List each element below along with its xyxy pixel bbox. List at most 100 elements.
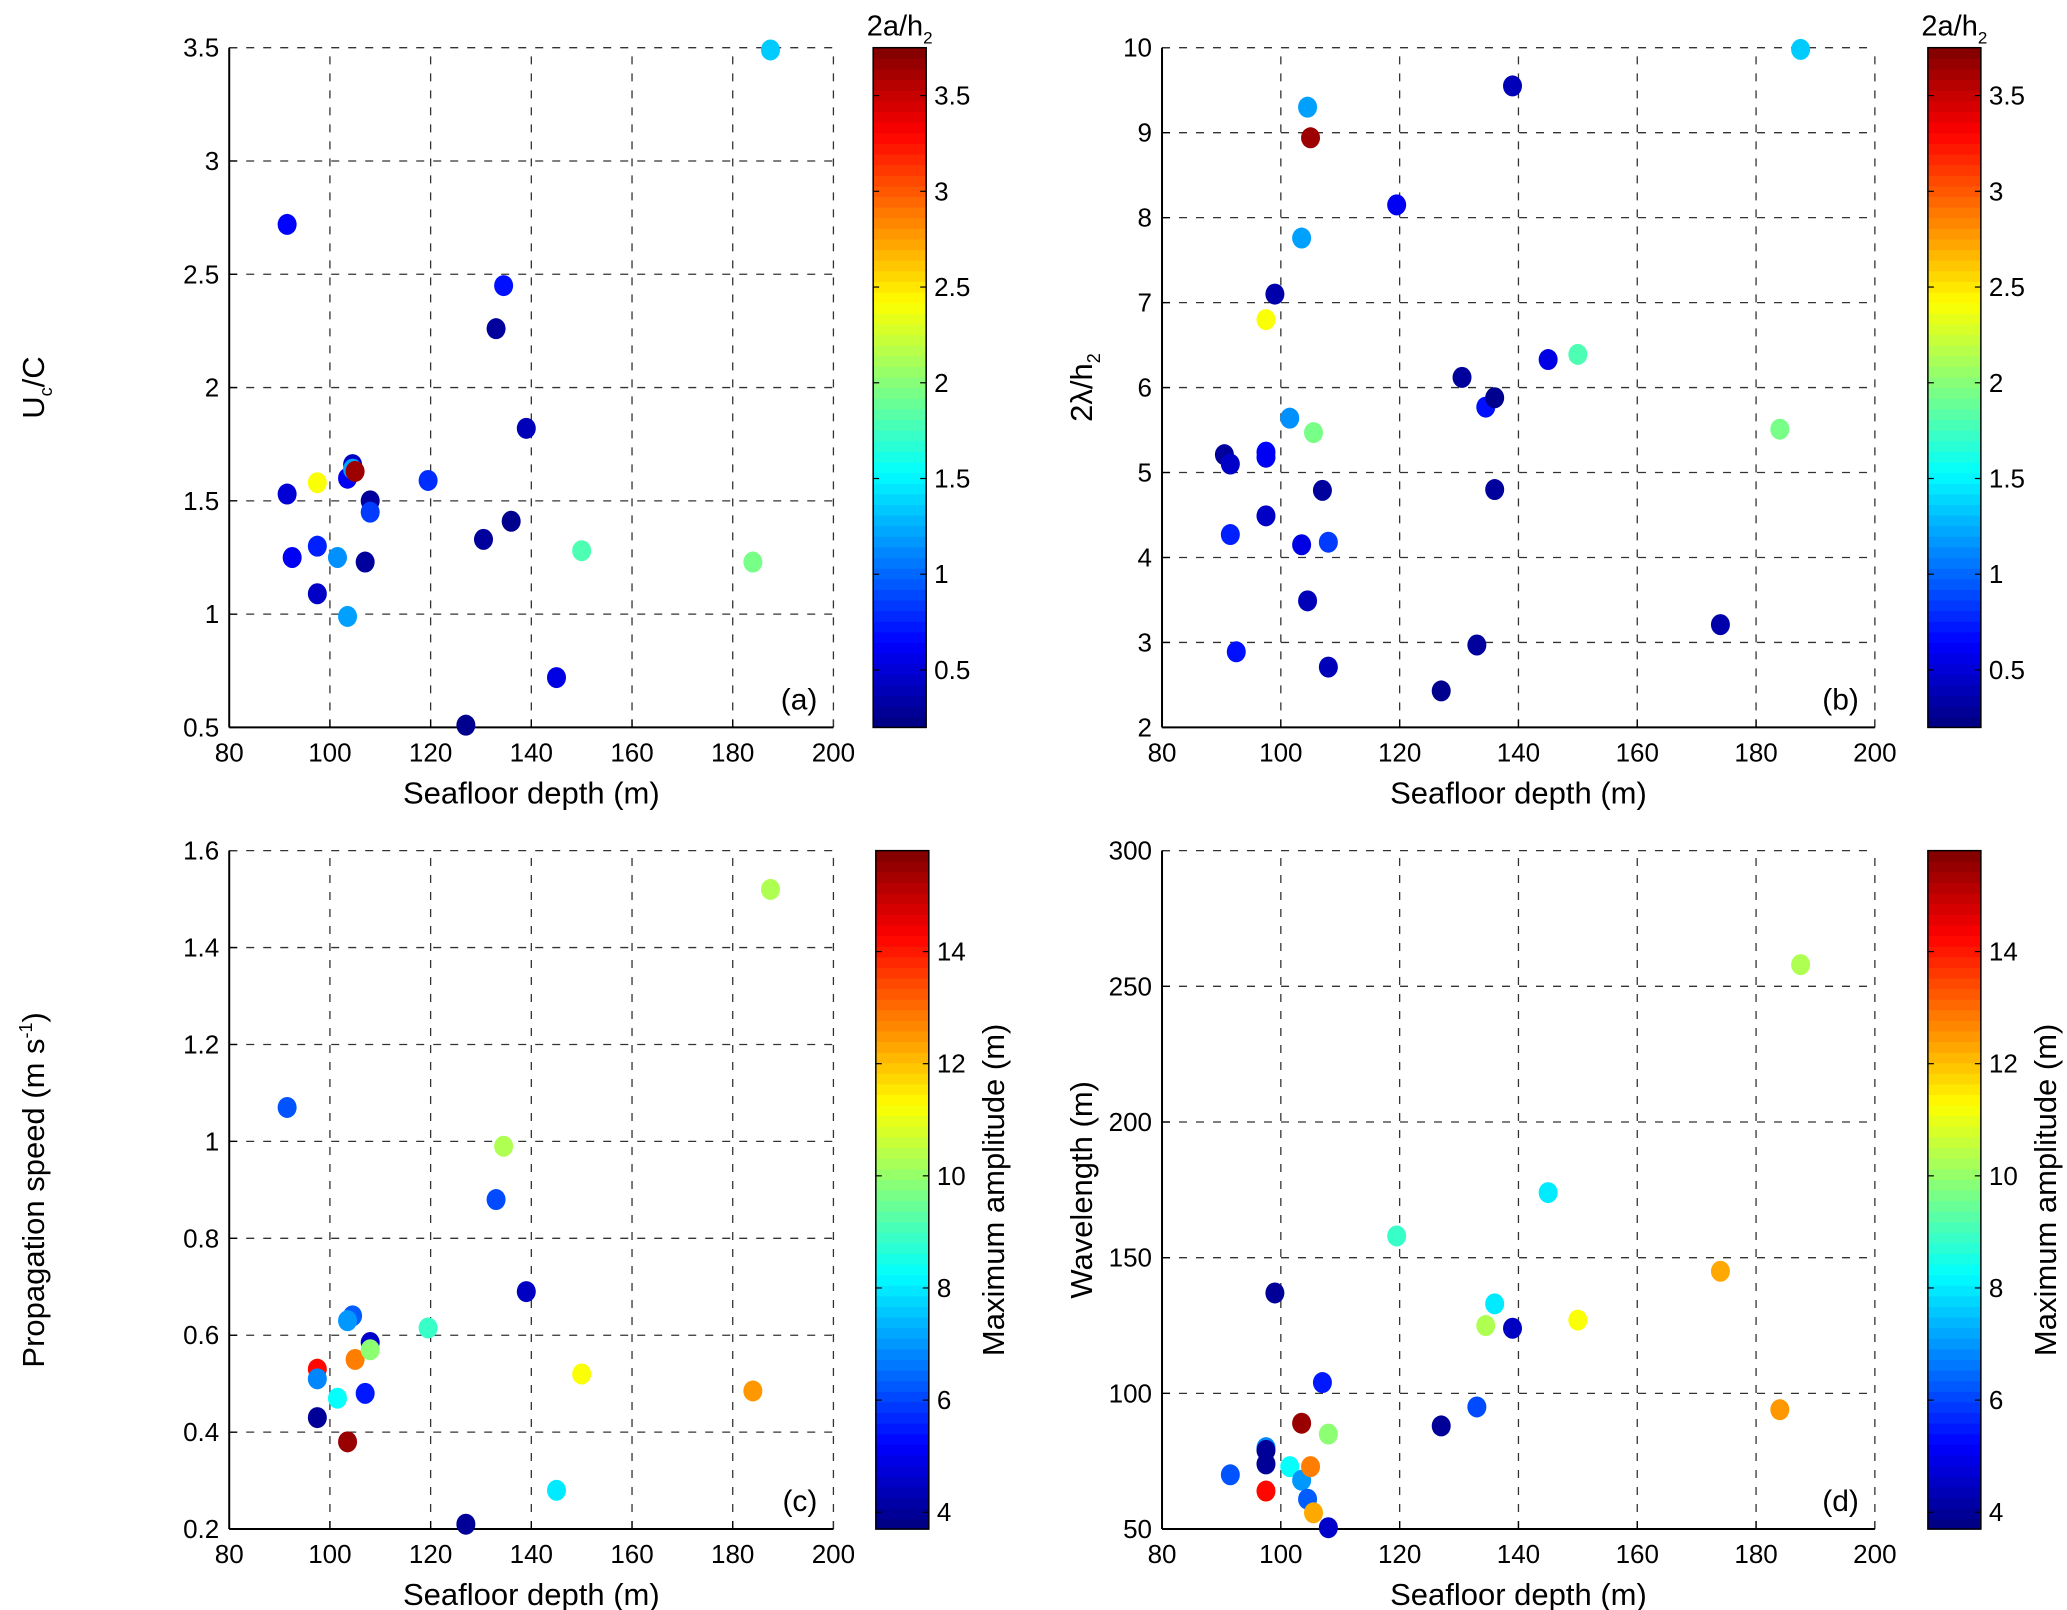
colorbar-tick-label: 2.5 xyxy=(1989,272,2025,302)
data-point xyxy=(1387,194,1407,216)
y-tick-label: 3.5 xyxy=(183,33,219,63)
colorbar-segment xyxy=(1927,1497,1981,1509)
data-point xyxy=(418,469,438,491)
x-tick-label: 100 xyxy=(308,737,351,767)
panel-d: 80 100 120 140 160 180 200 50 100 150 200 250 300 Sea… xyxy=(1064,836,2063,1610)
colorbar-segment xyxy=(1927,175,1981,187)
data-point xyxy=(307,1368,327,1390)
colorbar-segment xyxy=(1927,1317,1981,1329)
colorbar-segment xyxy=(1927,1285,1981,1297)
colorbar-segment xyxy=(1927,1094,1981,1106)
colorbar-segment xyxy=(875,1009,929,1021)
data-point xyxy=(418,1317,438,1339)
colorbar-segment xyxy=(1927,451,1981,463)
colorbar-segment xyxy=(1927,355,1981,367)
colorbar-segment xyxy=(1927,1242,1981,1255)
data-point xyxy=(1292,1412,1312,1434)
data-point xyxy=(456,1513,476,1535)
y-tick-label: 1.5 xyxy=(183,486,219,516)
colorbar-segment xyxy=(1927,568,1981,580)
x-tick-label: 140 xyxy=(510,737,553,767)
colorbar-segment xyxy=(1927,977,1981,990)
y-tick-label: 4 xyxy=(1138,542,1152,572)
colorbar-tick-label: 8 xyxy=(1989,1273,2003,1303)
colorbar-segment xyxy=(1927,1412,1981,1424)
colorbar-title: 2a/h2 xyxy=(1921,11,1987,48)
data-point xyxy=(1770,418,1790,440)
scatter-points xyxy=(277,878,780,1535)
colorbar-segment xyxy=(1927,861,1981,873)
colorbar: 4 6 8 10 12 14 Maximum amplitude (m) xyxy=(875,849,1011,1530)
colorbar-segment xyxy=(873,90,927,102)
colorbar-segment xyxy=(875,1105,929,1117)
data-point xyxy=(1476,1315,1496,1337)
colorbar: 0.5 1 1.5 2 2.5 3 3.5 2a/h2 xyxy=(1921,11,2025,729)
colorbar-segment xyxy=(875,1126,929,1138)
colorbar-segment xyxy=(873,653,927,665)
x-tick-label: 100 xyxy=(1259,737,1302,767)
colorbar-segment xyxy=(1927,122,1981,134)
colorbar-segment xyxy=(1927,1401,1981,1414)
data-point xyxy=(1312,479,1332,501)
y-tick-label: 9 xyxy=(1138,118,1152,148)
colorbar-tick-label: 2 xyxy=(1989,368,2003,398)
colorbar-segment xyxy=(875,1465,929,1477)
data-point xyxy=(572,540,592,562)
panel-label: (c) xyxy=(782,1485,817,1518)
colorbar-segment xyxy=(1927,621,1981,633)
colorbar-segment xyxy=(1927,1179,1981,1191)
colorbar-segment xyxy=(1927,398,1981,410)
y-tick-label: 50 xyxy=(1123,1514,1152,1544)
colorbar-segment xyxy=(1927,291,1981,304)
y-tick-label: 100 xyxy=(1109,1378,1152,1408)
data-point xyxy=(1256,1480,1276,1502)
colorbar-frame xyxy=(1927,46,1982,729)
colorbar-segment xyxy=(873,185,927,197)
colorbar-segment xyxy=(875,1242,929,1255)
colorbar-segment xyxy=(1927,1211,1981,1223)
x-tick-label: 180 xyxy=(1734,1539,1777,1569)
colorbar-segment xyxy=(1927,1253,1981,1265)
colorbar-segment xyxy=(1927,1052,1981,1064)
colorbar-segment xyxy=(1927,111,1981,123)
x-tick-label: 180 xyxy=(711,1539,754,1569)
colorbar-segment xyxy=(875,1317,929,1329)
colorbar-segment xyxy=(875,1444,929,1456)
colorbar-segment xyxy=(875,1423,929,1435)
data-point xyxy=(760,878,780,900)
colorbar-segment xyxy=(1927,1338,1981,1350)
colorbar-segment xyxy=(875,1359,929,1371)
data-point xyxy=(1301,127,1321,149)
colorbar-segment xyxy=(875,1401,929,1414)
colorbar-segment xyxy=(875,1168,929,1180)
colorbar-segment xyxy=(1927,472,1981,484)
colorbar-segment xyxy=(873,483,927,495)
colorbar-segment xyxy=(1927,589,1981,601)
colorbar-segment xyxy=(875,1147,929,1159)
colorbar-segment xyxy=(875,977,929,990)
colorbar-segment xyxy=(1927,653,1981,665)
colorbar-title: Maximum amplitude (m) xyxy=(976,1024,1011,1356)
colorbar-segment xyxy=(1927,153,1981,166)
data-point xyxy=(277,1096,297,1118)
y-tick-label: 2 xyxy=(1138,712,1152,742)
colorbar-segment xyxy=(873,568,927,580)
colorbar-segment xyxy=(1927,642,1981,654)
colorbar-tick-label: 1.5 xyxy=(934,464,970,494)
colorbar-segment xyxy=(875,935,929,947)
colorbar-segment xyxy=(1927,376,1981,389)
colorbar-segment xyxy=(875,988,929,1000)
x-tick-label: 80 xyxy=(1148,737,1177,767)
colorbar-segment xyxy=(1927,1359,1981,1371)
colorbar-segment xyxy=(1927,408,1981,421)
data-point xyxy=(1485,479,1505,501)
y-tick-label: 10 xyxy=(1123,33,1152,63)
colorbar-segment xyxy=(1927,1486,1981,1498)
colorbar-tick-label: 8 xyxy=(937,1273,951,1303)
colorbar-segment xyxy=(1927,631,1981,644)
colorbar-segment xyxy=(873,716,927,729)
data-point xyxy=(307,583,327,605)
colorbar-tick-label: 2.5 xyxy=(934,272,970,302)
colorbar-segment xyxy=(873,557,927,569)
colorbar-segment xyxy=(1927,1126,1981,1138)
